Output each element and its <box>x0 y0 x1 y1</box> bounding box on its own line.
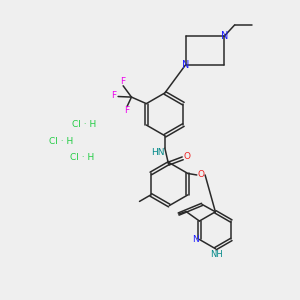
Text: O: O <box>184 152 191 161</box>
Text: Cl · H: Cl · H <box>70 153 94 162</box>
Text: F: F <box>124 106 130 115</box>
Text: Cl · H: Cl · H <box>73 120 97 129</box>
Text: NH: NH <box>211 250 223 259</box>
Text: N: N <box>192 235 199 244</box>
Text: O: O <box>197 170 204 179</box>
Text: Cl · H: Cl · H <box>49 136 73 146</box>
Text: N: N <box>182 60 189 70</box>
Text: F: F <box>121 77 126 86</box>
Text: HN: HN <box>152 148 165 157</box>
Text: F: F <box>111 92 116 100</box>
Text: N: N <box>220 31 228 41</box>
